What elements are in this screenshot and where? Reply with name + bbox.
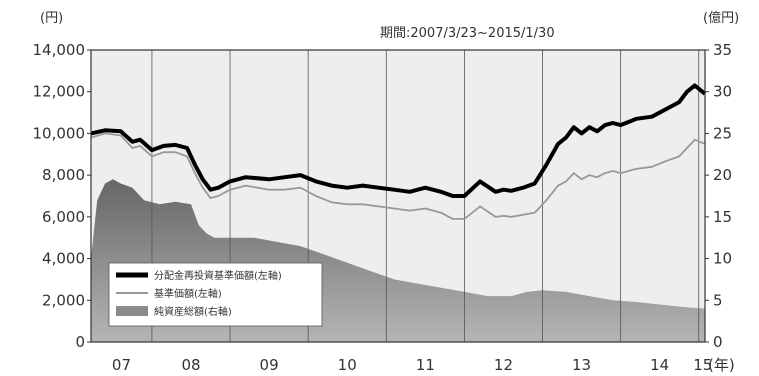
right-tick-label: 15 — [713, 208, 732, 226]
legend-label-reinvested: 分配金再投資基準価額(左軸) — [154, 269, 282, 282]
x-tick-label: 09 — [260, 356, 279, 374]
x-tick-label: 15 — [693, 356, 712, 374]
left-tick-label: 0 — [75, 333, 85, 351]
plot-border — [90, 49, 706, 343]
left-tick-label: 2,000 — [42, 291, 85, 309]
left-tick-label: 10,000 — [33, 124, 86, 142]
legend: 分配金再投資基準価額(左軸) 基準価額(左軸) 純資産総額(右軸) — [108, 262, 323, 327]
right-tick-label: 25 — [713, 124, 732, 142]
legend-label-nav: 基準価額(左軸) — [154, 287, 222, 300]
right-tick-label: 30 — [713, 83, 732, 101]
nav-line — [90, 132, 706, 220]
price-lines-layer — [90, 83, 707, 220]
left-tick-label: 8,000 — [42, 166, 85, 184]
legend-swatch-assets — [116, 306, 148, 316]
legend-label-assets: 純資産総額(右軸) — [154, 305, 232, 318]
x-tick-label: 10 — [338, 356, 357, 374]
x-axis-unit: (年) — [708, 356, 735, 374]
x-tick-label: 08 — [181, 356, 200, 374]
right-tick-label: 35 — [713, 41, 732, 59]
left-axis-unit: (円) — [40, 11, 63, 26]
axes: 0 2,000 4,000 6,000 8,000 10,000 12,000 14,000 0… — [33, 41, 733, 374]
x-tick-label: 07 — [112, 356, 131, 374]
x-tick-label: 13 — [572, 356, 591, 374]
right-tick-label: 10 — [713, 250, 732, 268]
period-label: 期間:2007/3/23~2015/1/30 — [380, 26, 555, 41]
right-axis-unit: (億円) — [703, 10, 739, 26]
right-tick-label: 0 — [713, 333, 723, 351]
left-tick-label: 6,000 — [42, 208, 85, 226]
x-tick-label: 11 — [416, 356, 435, 374]
x-tick-label: 14 — [650, 356, 669, 374]
left-tick-label: 14,000 — [33, 41, 86, 59]
left-tick-label: 12,000 — [33, 83, 86, 101]
left-tick-label: 4,000 — [42, 250, 85, 268]
x-tick-label: 12 — [494, 356, 513, 374]
right-tick-label: 5 — [713, 291, 723, 309]
reinvested-nav-line — [90, 83, 707, 198]
right-tick-label: 20 — [713, 166, 732, 184]
